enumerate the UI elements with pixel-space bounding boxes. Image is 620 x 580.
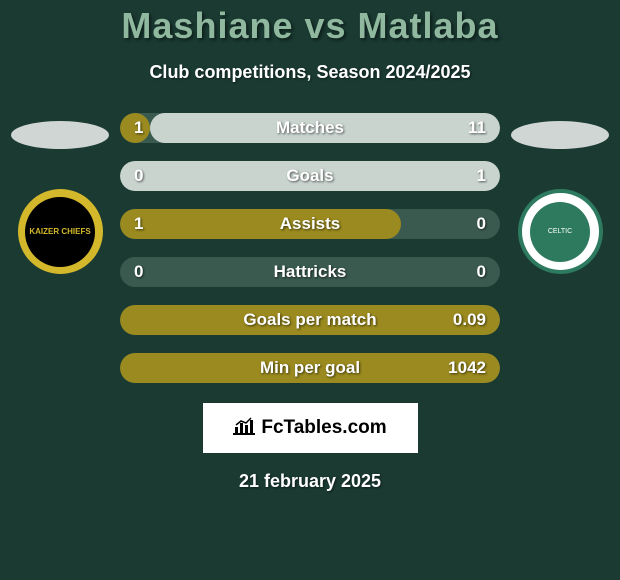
subtitle: Club competitions, Season 2024/2025 [149, 62, 470, 83]
stats-column: 1Matches110Goals11Assists00Hattricks0Goa… [120, 113, 500, 383]
brand-text: FcTables.com [261, 417, 386, 439]
stat-value-right: 0 [477, 262, 486, 282]
stat-value-right: 1042 [448, 358, 486, 378]
stat-value-right: 0.09 [453, 310, 486, 330]
stat-row: 1 Assists 0 [120, 209, 500, 239]
left-column: KAIZER CHIEFS [0, 113, 120, 274]
left-club-inner: KAIZER CHIEFS [25, 197, 95, 267]
stat-value-right: 11 [468, 118, 486, 138]
right-ellipse [511, 121, 609, 149]
right-club-inner: CELTIC [530, 202, 590, 262]
right-club-badge: CELTIC [518, 189, 603, 274]
left-ellipse [11, 121, 109, 149]
stat-fill-left [120, 209, 401, 239]
stat-label: Goals [286, 166, 333, 186]
stat-label: Min per goal [260, 358, 360, 378]
container: Mashiane vs Matlaba Club competitions, S… [0, 0, 620, 580]
stat-label: Matches [276, 118, 344, 138]
brand-box: FcTables.com [203, 403, 418, 453]
stat-row: 1 Matches 11 [120, 113, 500, 143]
stat-value-left: 0 [134, 166, 143, 186]
stat-label: Hattricks [274, 262, 347, 282]
stat-label: Assists [280, 214, 340, 234]
main-area: KAIZER CHIEFS 1Matches110Goals11Assists0… [0, 113, 620, 383]
stat-value-left: 1 [134, 214, 143, 234]
chart-icon [233, 417, 255, 440]
stat-row: Min per goal 1042 [120, 353, 500, 383]
stat-value-right: 1 [477, 166, 486, 186]
stat-row: 0 Goals 1 [120, 161, 500, 191]
stat-value-right: 0 [477, 214, 486, 234]
date-text: 21 february 2025 [239, 471, 381, 492]
stat-value-left: 1 [134, 118, 143, 138]
left-club-badge: KAIZER CHIEFS [18, 189, 103, 274]
right-column: CELTIC [500, 113, 620, 274]
stat-value-left: 0 [134, 262, 143, 282]
stat-label: Goals per match [243, 310, 376, 330]
stat-row: 0 Hattricks 0 [120, 257, 500, 287]
page-title: Mashiane vs Matlaba [121, 5, 498, 47]
stat-row: Goals per match 0.09 [120, 305, 500, 335]
